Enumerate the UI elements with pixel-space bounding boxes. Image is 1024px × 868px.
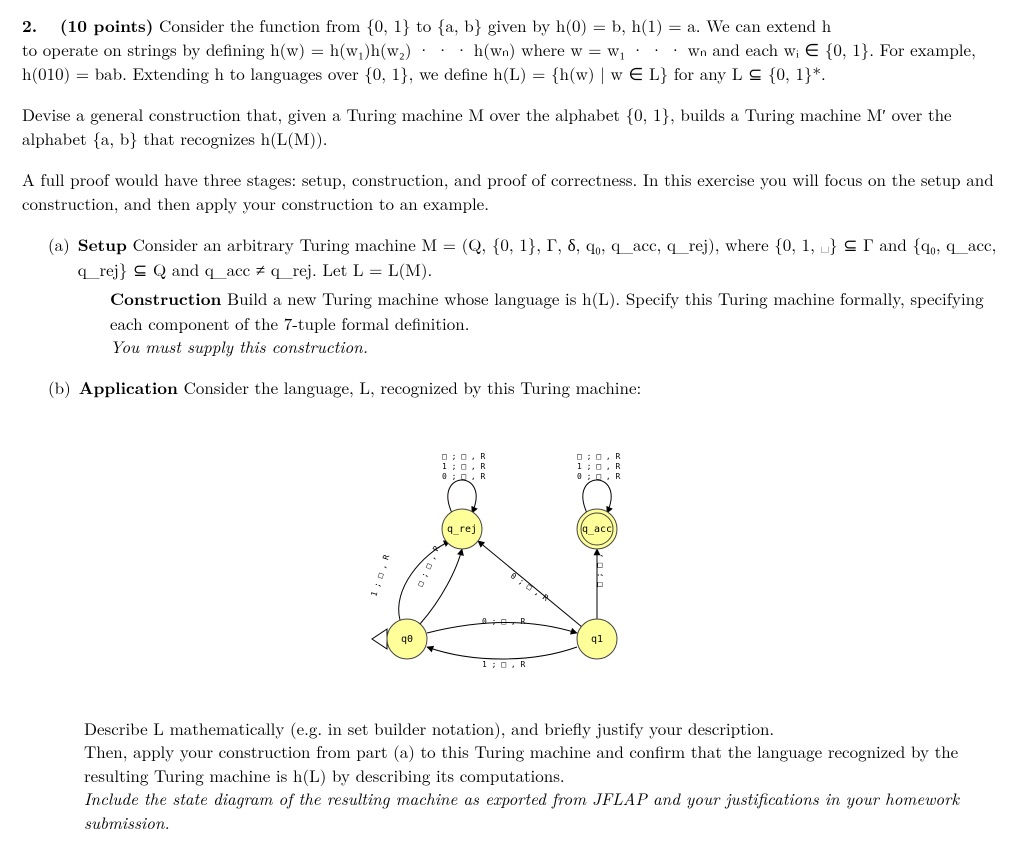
- problem-p1b: to operate on strings by defining h(w) =…: [22, 38, 1002, 85]
- edge-q1-q0: 1 ; □ , R: [482, 660, 526, 669]
- application-head: Application: [79, 376, 178, 400]
- application-intro: Consider the language, L, recognized by …: [184, 375, 642, 399]
- loop-qrej-0: □ ; □ , R: [442, 452, 486, 461]
- edge-q0-qrej-1: 1 ; □ , R: [369, 553, 391, 597]
- loop-qrej-2: 0 ; □ , R: [442, 472, 486, 481]
- loop-qacc-1: 1 ; □ , R: [577, 462, 621, 471]
- loop-qacc-0: □ ; □ , R: [577, 452, 621, 461]
- loop-qacc-2: 0 ; □ , R: [577, 472, 621, 481]
- problem-points: (10 points): [60, 14, 154, 38]
- part-b-after1: Describe L mathematically (e.g. in set b…: [84, 717, 1002, 740]
- part-b-label: (b): [48, 376, 71, 400]
- state-qrej-label: q_rej: [447, 524, 477, 535]
- problem-p1a: Consider the function from {0, 1} to {a,…: [159, 13, 831, 37]
- edge-q1-qacc: □ ; □ , R: [595, 543, 604, 587]
- problem-number: 2.: [22, 14, 37, 38]
- state-q0-label: q0: [401, 634, 413, 645]
- setup-body: Consider an arbitrary Turing machine M =…: [78, 232, 997, 280]
- problem-opening: 2. (10 points) Consider the function fro…: [22, 14, 1002, 85]
- part-a: (a) Setup Consider an arbitrary Turing m…: [48, 233, 1002, 358]
- state-qacc-label: q_acc: [582, 524, 612, 535]
- construction-body: Build a new Turing machine whose languag…: [110, 286, 984, 334]
- tm-state-diagram: □ ; □ , R 1 ; □ , R 0 ; □ , R □ ; □ , R …: [312, 419, 712, 699]
- setup-head: Setup: [78, 233, 127, 257]
- edge-q0-q1: 0 ; □ , R: [482, 617, 526, 626]
- problem-p3: A full proof would have three stages: se…: [22, 168, 1002, 215]
- edge-q1-qrej: 0 ; □ , R: [509, 571, 550, 603]
- part-a-label: (a): [48, 233, 70, 281]
- construction-head: Construction: [110, 287, 221, 311]
- part-b: (b) Application Consider the language, L…: [48, 376, 1002, 400]
- construction-note: You must supply this construction.: [110, 335, 1002, 358]
- part-b-after3: Include the state diagram of the resulti…: [84, 787, 1002, 834]
- state-q1-label: q1: [591, 634, 603, 645]
- part-b-followup: Describe L mathematically (e.g. in set b…: [84, 717, 1002, 834]
- loop-qrej-1: 1 ; □ , R: [442, 462, 486, 471]
- part-b-after2: Then, apply your construction from part …: [84, 740, 1002, 787]
- problem-p2: Devise a general construction that, give…: [22, 103, 1002, 150]
- edge-q0-qrej-2: □ ; □ , R: [416, 544, 442, 587]
- initial-marker-icon: [372, 629, 387, 649]
